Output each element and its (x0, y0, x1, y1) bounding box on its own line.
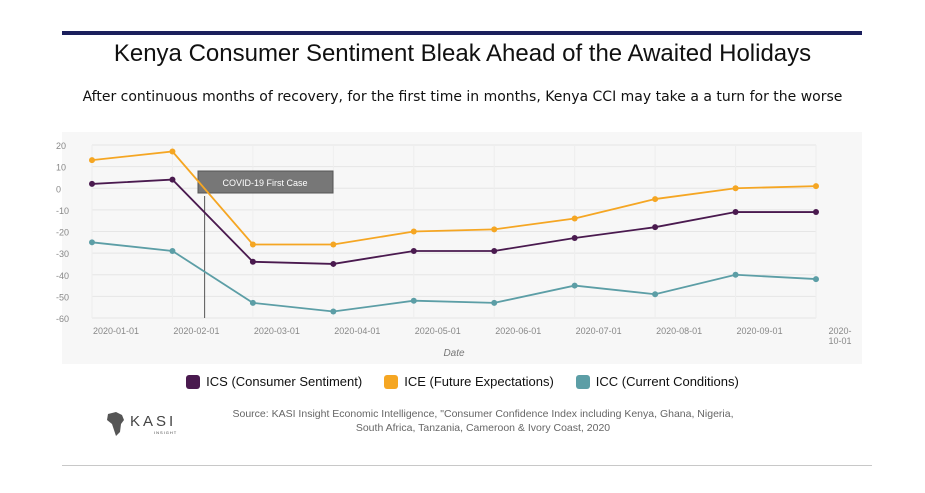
data-point (169, 148, 176, 155)
data-point (571, 215, 578, 222)
series-line-0 (91, 178, 816, 265)
x-tick-labels: 2020-01-01 2020-02-01 2020-03-01 2020-04-01… (93, 326, 852, 346)
legend-item-icc: ICC (Current Conditions) (575, 374, 739, 389)
x-tick-label: 2020-07-01 (576, 326, 622, 336)
x-tick-label: 2020-09-01 (737, 326, 783, 336)
x-tick-label: 2020-05-01 (415, 326, 461, 336)
y-tick-label: -30 (56, 249, 69, 259)
data-point (813, 183, 819, 190)
data-point (169, 176, 176, 183)
x-tick-label: 2020-01-01 (93, 326, 139, 336)
data-point (249, 299, 256, 306)
x-tick-label: 2020-08-01 (656, 326, 702, 336)
data-point (249, 241, 256, 248)
africa-icon (107, 412, 124, 436)
page-subtitle: After continuous months of recovery, for… (82, 89, 843, 105)
x-tick-label: 2020-03-01 (254, 326, 300, 336)
y-tick-label: 0 (56, 184, 61, 194)
x-tick-label: 2020- (828, 326, 851, 336)
data-point (330, 260, 337, 267)
top-rule (62, 31, 862, 35)
x-tick-label: 10-01 (828, 336, 851, 346)
legend-label-ice: ICE (Future Expectations) (404, 374, 554, 389)
data-point (813, 276, 819, 283)
data-point (732, 185, 739, 192)
data-point (410, 228, 417, 235)
data-point (652, 224, 659, 231)
page-title: Kenya Consumer Sentiment Bleak Ahead of … (113, 40, 812, 67)
data-point (330, 241, 337, 248)
data-point (732, 209, 739, 216)
data-point (410, 247, 417, 254)
data-point (89, 157, 95, 164)
annotation-label: COVID-19 First Case (222, 178, 307, 188)
series-line-2 (91, 241, 817, 313)
data-point (491, 247, 498, 254)
series-group (89, 148, 819, 315)
legend-swatch-ice (384, 374, 399, 389)
legend-label-ics: ICS (Consumer Sentiment) (206, 374, 363, 389)
data-point (89, 239, 95, 246)
chart-legend: ICS (Consumer Sentiment) ICE (Future Exp… (0, 374, 925, 389)
series-line-1 (91, 150, 817, 246)
y-tick-label: -50 (56, 292, 69, 302)
source-note: Source: KASI Insight Economic Intelligen… (232, 408, 734, 434)
x-axis-label: Date (443, 348, 465, 359)
data-point (491, 299, 498, 306)
data-point (732, 271, 739, 278)
y-tick-label: -20 (56, 228, 69, 238)
legend-swatch-icc (575, 374, 590, 389)
y-tick-label: -60 (56, 314, 69, 324)
chart-background (62, 132, 862, 364)
data-point (410, 297, 417, 304)
logo-text: KASI (130, 413, 176, 430)
data-point (652, 291, 659, 298)
y-tick-labels: 20 10 0 -10 -20 -30 -40 -50 -60 (56, 141, 69, 324)
x-tick-label: 2020-06-01 (495, 326, 541, 336)
data-point (169, 247, 176, 254)
data-point (571, 282, 578, 289)
y-tick-label: -40 (56, 271, 69, 281)
y-tick-label: 10 (56, 163, 66, 173)
bottom-rule (62, 465, 872, 466)
data-point (249, 258, 256, 265)
data-point (330, 308, 337, 315)
y-tick-label: -10 (56, 206, 69, 216)
logo-subtext: INSIGHT (154, 430, 177, 435)
x-tick-label: 2020-04-01 (334, 326, 380, 336)
legend-label-icc: ICC (Current Conditions) (595, 374, 739, 389)
data-point (571, 234, 578, 241)
x-tick-label: 2020-02-01 (173, 326, 219, 336)
data-point (89, 180, 95, 187)
legend-item-ice: ICE (Future Expectations) (384, 374, 554, 389)
y-tick-label: 20 (56, 141, 66, 151)
data-point (491, 226, 498, 233)
kasi-logo: KASI INSIGHT (107, 412, 177, 436)
data-point (652, 196, 659, 203)
legend-swatch-ics (186, 374, 201, 389)
data-point (813, 209, 819, 216)
legend-item-ics: ICS (Consumer Sentiment) (186, 374, 362, 389)
